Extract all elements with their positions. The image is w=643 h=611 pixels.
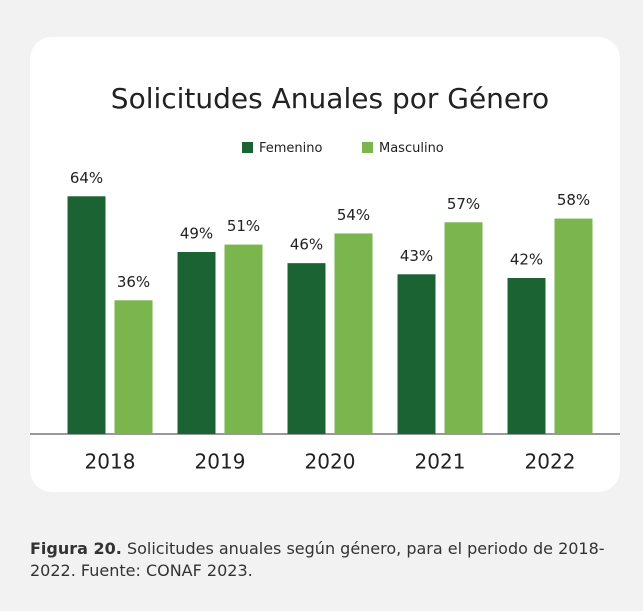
x-tick-label: 2022 — [525, 450, 576, 474]
bar — [114, 300, 153, 434]
legend-swatch — [242, 142, 253, 153]
x-tick-label: 2018 — [85, 450, 136, 474]
x-tick-label: 2020 — [305, 450, 356, 474]
bar — [224, 244, 263, 434]
data-label: 49% — [180, 225, 213, 243]
bar — [554, 218, 593, 434]
bar — [507, 278, 546, 434]
data-label: 51% — [227, 217, 260, 235]
data-label: 54% — [337, 206, 370, 224]
x-tick-label: 2021 — [415, 450, 466, 474]
caption-text: Solicitudes anuales según género, para e… — [30, 539, 605, 580]
data-label: 64% — [70, 169, 103, 187]
bar — [67, 196, 106, 434]
bar — [397, 274, 436, 434]
chart-title: Solicitudes Anuales por Género — [111, 82, 549, 115]
legend-label: Femenino — [259, 141, 323, 156]
bar — [287, 263, 326, 434]
data-label: 42% — [510, 251, 543, 269]
bar — [334, 233, 373, 434]
data-label: 46% — [290, 236, 323, 254]
data-label: 36% — [117, 273, 150, 291]
x-tick-label: 2019 — [195, 450, 246, 474]
caption-label: Figura 20. — [30, 539, 122, 558]
data-label: 43% — [400, 247, 433, 265]
legend-label: Masculino — [379, 141, 444, 156]
data-label: 57% — [447, 195, 480, 213]
bar — [444, 222, 483, 434]
figure-caption: Figura 20. Solicitudes anuales según gén… — [30, 538, 620, 582]
legend-swatch — [362, 142, 373, 153]
data-label: 58% — [557, 191, 590, 209]
bar — [177, 252, 216, 434]
chart: Solicitudes Anuales por Género Femenino M… — [30, 82, 620, 474]
